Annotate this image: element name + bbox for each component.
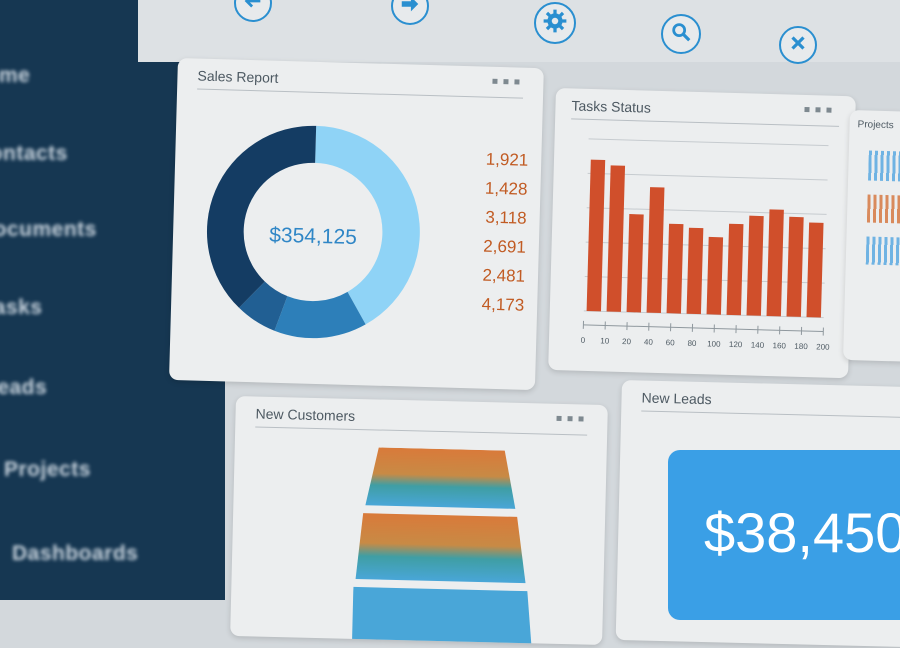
- tasks-status-card: Tasks Status 0 10 20 40 60 80 100 120 140 160 180 2…: [548, 88, 856, 378]
- projects-bars: [868, 151, 900, 182]
- grid-line: [589, 139, 829, 146]
- bar: [587, 160, 606, 312]
- sidebar-item-projects[interactable]: Projects: [4, 458, 91, 482]
- customers-funnel-chart: [352, 447, 577, 645]
- funnel-segment-1: [365, 447, 516, 509]
- bar: [747, 216, 764, 316]
- x-tick-label: 120: [729, 340, 743, 349]
- sales-values-list: 1,921 1,428 3,118 2,691 2,481 4,173: [454, 144, 529, 320]
- bar: [767, 209, 784, 316]
- divider: [641, 410, 900, 418]
- bar: [787, 217, 804, 317]
- sidebar-item-leads[interactable]: Leads: [0, 376, 47, 400]
- card-menu-icon[interactable]: [556, 416, 583, 422]
- sales-value: 2,481: [455, 260, 526, 291]
- divider: [255, 426, 587, 435]
- donut-segment-4: [205, 123, 316, 310]
- sidebar-item-documents[interactable]: Documents: [0, 218, 97, 242]
- search-button[interactable]: [661, 14, 701, 54]
- forward-arrow-icon: [399, 0, 421, 20]
- x-tick-label: 10: [600, 336, 610, 345]
- x-tick-label: 80: [687, 339, 697, 348]
- new-leads-value-panel: $38,450: [668, 450, 900, 620]
- projects-card: Projects: [843, 110, 900, 363]
- sales-value: 1,428: [457, 173, 528, 204]
- gear-icon: [542, 8, 568, 39]
- bar: [667, 224, 684, 314]
- x-axis-line: [583, 325, 823, 332]
- toolbar: [138, 0, 900, 62]
- projects-bars: [866, 237, 900, 266]
- bar: [727, 224, 744, 316]
- sales-value: 1,921: [458, 144, 529, 175]
- card-menu-icon[interactable]: [492, 79, 519, 85]
- bar: [687, 228, 704, 314]
- sales-report-title: Sales Report: [197, 68, 278, 86]
- tasks-bar-chart: 0 10 20 40 60 80 100 120 140 160 180 200: [560, 130, 846, 368]
- x-tick-label: 100: [707, 339, 721, 348]
- x-tick-label: 180: [794, 342, 808, 351]
- card-menu-icon[interactable]: [804, 107, 831, 113]
- funnel-segment-2: [356, 513, 528, 583]
- search-icon: [670, 21, 692, 48]
- x-tick-label: 40: [644, 338, 654, 347]
- bar: [707, 237, 724, 315]
- bar: [807, 223, 824, 318]
- tasks-status-title: Tasks Status: [571, 97, 651, 115]
- x-tick-label: 140: [751, 341, 765, 350]
- projects-title: Projects: [857, 119, 893, 131]
- forward-button[interactable]: [391, 0, 429, 25]
- x-tick-label: 0: [581, 336, 586, 345]
- settings-button[interactable]: [534, 2, 576, 44]
- bar: [647, 187, 665, 313]
- sales-value: 2,691: [455, 231, 526, 262]
- divider: [571, 118, 839, 126]
- x-tick-label: 60: [666, 338, 676, 347]
- sales-report-card: Sales Report $354,125 1,921 1,428 3,118 …: [169, 58, 544, 390]
- new-customers-title: New Customers: [255, 405, 355, 423]
- x-tick-label: 200: [816, 342, 830, 351]
- new-leads-title: New Leads: [641, 389, 711, 407]
- divider: [197, 89, 523, 99]
- projects-bars: [867, 195, 900, 224]
- new-customers-card: New Customers: [230, 396, 608, 645]
- sidebar-item-home[interactable]: Home: [0, 64, 30, 88]
- new-leads-value: $38,450: [704, 500, 900, 565]
- back-button[interactable]: [234, 0, 272, 22]
- close-icon: [787, 32, 809, 59]
- sidebar-item-contacts[interactable]: Contacts: [0, 142, 68, 166]
- sidebar-item-tasks[interactable]: Tasks: [0, 296, 43, 320]
- sales-value: 3,118: [456, 202, 527, 233]
- close-button[interactable]: [779, 26, 817, 64]
- sidebar-item-dashboards[interactable]: Dashboards: [12, 542, 138, 566]
- funnel-segment-3: [352, 587, 533, 645]
- back-arrow-icon: [242, 0, 264, 17]
- sales-total: $354,125: [269, 224, 357, 250]
- bar: [627, 214, 644, 312]
- sales-value: 4,173: [454, 289, 525, 320]
- x-tick-label: 160: [772, 341, 786, 350]
- bar: [607, 165, 625, 312]
- x-tick-label: 20: [622, 337, 632, 346]
